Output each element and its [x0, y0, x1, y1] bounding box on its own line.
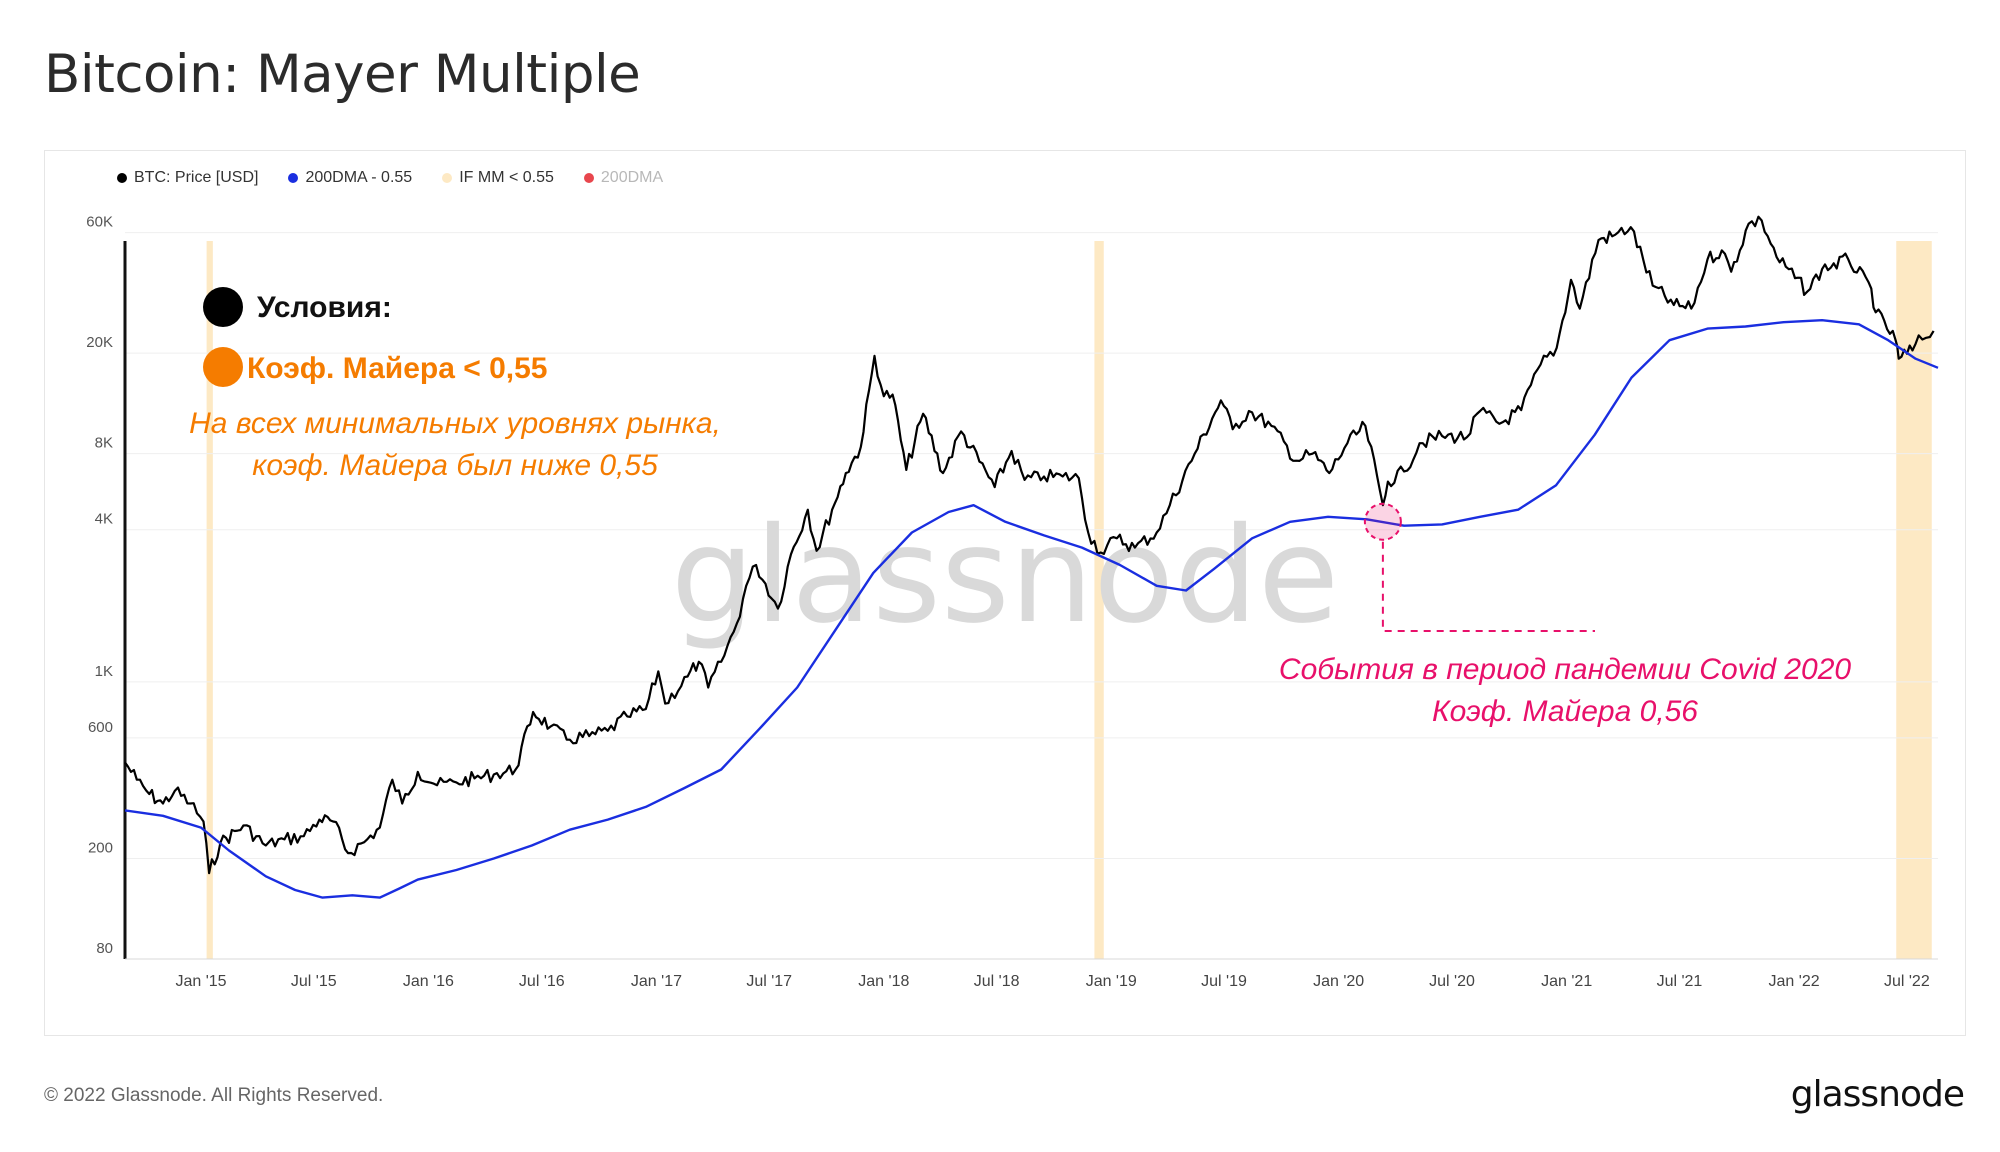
highlight-band-0 — [206, 241, 213, 959]
x-tick-label: Jan '17 — [631, 973, 682, 990]
ma-line — [124, 319, 1939, 899]
lows-note-line1: На всех минимальных уровнях рынка, — [189, 407, 721, 440]
y-tick-label: 200 — [88, 839, 113, 856]
y-tick-label: 20K — [86, 334, 113, 351]
legend-item-ma[interactable]: 200DMA - 0.55 — [288, 169, 412, 187]
x-tick-label: Jul '18 — [974, 973, 1020, 990]
x-tick-label: Jan '16 — [403, 973, 454, 990]
covid-note-line1: События в период пандемии Covid 2020 — [1279, 653, 1851, 686]
footer-copyright: © 2022 Glassnode. All Rights Reserved. — [44, 1085, 384, 1106]
price-line — [124, 215, 1935, 875]
legend-band-label: IF MM < 0.55 — [459, 169, 554, 186]
conditions-label: Условия: — [257, 291, 392, 324]
x-tick-label: Jul '17 — [746, 973, 792, 990]
x-tick-label: Jan '18 — [858, 973, 909, 990]
y-tick-label: 60K — [86, 214, 113, 231]
legend-ma-label: 200DMA - 0.55 — [305, 169, 413, 186]
legend-band-dot — [442, 173, 453, 183]
lows-note-line2: коэф. Майера был ниже 0,55 — [252, 449, 658, 482]
legend-price-label: BTC: Price [USD] — [134, 169, 259, 186]
x-tick-label: Jul '22 — [1884, 973, 1930, 990]
conditions-dot — [203, 287, 243, 327]
x-axis: Jan '15 Jul '15 Jan '16 Jul '16 Jan '17 Jul '… — [125, 958, 1938, 990]
glassnode-logo[interactable]: glassnode — [1790, 1074, 1965, 1115]
covid-note-line2: Коэф. Майера 0,56 — [1432, 695, 1698, 728]
x-tick-label: Jan '15 — [175, 973, 226, 990]
x-tick-label: Jan '22 — [1769, 973, 1820, 990]
x-tick-label: Jan '20 — [1313, 973, 1364, 990]
legend-price-dot — [117, 173, 127, 183]
y-tick-label: 80 — [96, 940, 113, 957]
legend-ma-dot — [288, 173, 299, 183]
covid-marker — [1363, 502, 1402, 541]
watermark: glassnode — [671, 499, 1339, 653]
series-lines — [124, 215, 1939, 899]
chart-svg: glassnode 60K 20K 8K 4K 1K 600 200 80 Jan '15 Ju… — [86, 214, 1939, 990]
x-tick-label: Jul '21 — [1657, 973, 1703, 990]
annotations: Условия: Коэф. Майера < 0,55 На всех мин… — [189, 287, 1851, 728]
x-tick-label: Jul '20 — [1429, 973, 1475, 990]
mm-condition-dot — [203, 347, 243, 387]
legend-item-band[interactable]: IF MM < 0.55 — [442, 169, 554, 187]
highlight-band-2 — [1896, 241, 1932, 959]
y-tick-label: 4K — [95, 511, 113, 528]
legend-item-200dma[interactable]: 200DMA — [583, 169, 664, 187]
page-title: Bitcoin: Mayer Multiple — [44, 44, 641, 105]
highlight-band-1 — [1094, 241, 1104, 959]
x-tick-label: Jul '19 — [1201, 973, 1247, 990]
legend-200dma-dot — [583, 173, 594, 183]
x-tick-label: Jan '19 — [1086, 973, 1137, 990]
y-tick-label: 1K — [95, 663, 113, 680]
y-axis: 60K 20K 8K 4K 1K 600 200 80 — [86, 214, 127, 959]
x-tick-label: Jul '15 — [291, 973, 337, 990]
legend-item-price[interactable]: BTC: Price [USD] — [117, 169, 258, 187]
x-tick-label: Jan '21 — [1541, 973, 1592, 990]
legend-200dma-label: 200DMA — [600, 169, 664, 186]
y-tick-label: 8K — [95, 435, 113, 452]
chart-legend: BTC: Price [USD] 200DMA - 0.55 IF MM < 0… — [117, 169, 663, 187]
grid-lines — [125, 232, 1938, 960]
chart-panel: BTC: Price [USD] 200DMA - 0.55 IF MM < 0… — [44, 150, 1966, 1036]
x-tick-label: Jul '16 — [519, 973, 565, 990]
covid-leader-line — [1381, 541, 1595, 632]
y-tick-label: 600 — [88, 719, 113, 736]
highlight-bands — [206, 241, 1932, 959]
mm-condition-label: Коэф. Майера < 0,55 — [247, 352, 547, 385]
